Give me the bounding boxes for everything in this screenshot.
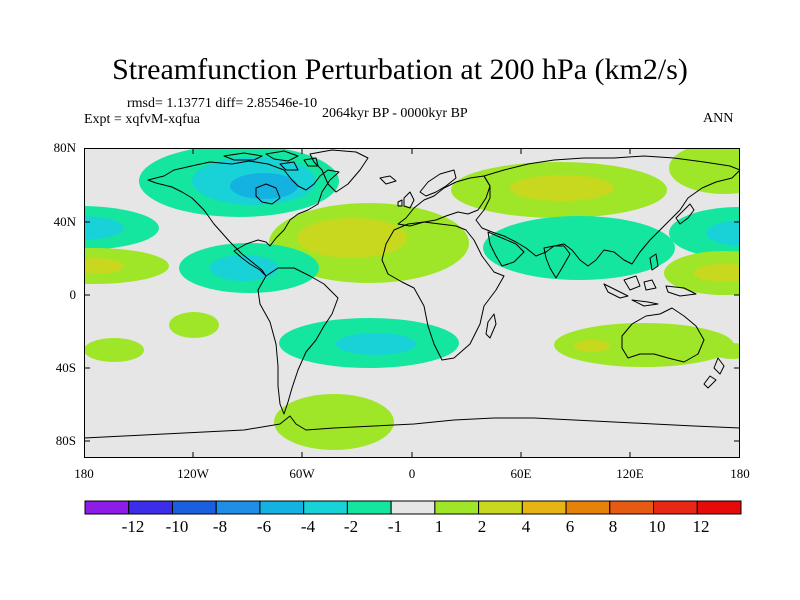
anomaly-south-asia-outer	[483, 216, 675, 280]
legend-swatch	[653, 500, 698, 515]
legend-swatch	[128, 500, 173, 515]
color-legend	[84, 500, 742, 515]
lon-tick-60w: 60W	[289, 466, 315, 481]
legend-swatch	[84, 500, 130, 515]
coastline-maritime-islands	[603, 253, 697, 307]
anomaly-pacific-negative-west-core	[84, 216, 124, 240]
coastline-new-zealand	[703, 357, 725, 389]
legend-label: 6	[565, 517, 575, 536]
coastline-iceland	[379, 175, 397, 185]
lat-tick-40s: 40S	[55, 360, 76, 375]
legend-swatch	[303, 500, 348, 515]
anomaly-south-indian-outer	[554, 323, 734, 367]
anomaly-pacific-negative-east	[669, 207, 740, 259]
lon-tick-180w: 180	[74, 466, 94, 481]
anomaly-central-america-core	[210, 255, 278, 281]
legend-swatch	[478, 500, 523, 515]
legend-swatch	[434, 500, 480, 515]
coastline-greenland	[309, 149, 369, 193]
legend-swatch	[565, 500, 611, 515]
anomaly-pacific-positive-east-core	[694, 264, 740, 282]
experiment-label: Expt = xqfvM-xqfua	[84, 112, 200, 127]
coastline-antarctica	[84, 415, 740, 439]
anomaly-pacific-negative-east-core	[706, 220, 740, 246]
legend-swatch	[259, 500, 305, 515]
legend-label: 8	[608, 517, 618, 536]
coastline-arctic-islands	[223, 150, 319, 171]
anomaly-south-indian-core	[574, 340, 610, 352]
lat-tick-80n: 80N	[53, 140, 76, 155]
lon-tick-120w: 120W	[177, 466, 209, 481]
coastline-madagascar	[485, 313, 497, 339]
legend-swatch	[215, 500, 261, 515]
coastline-africa	[381, 221, 505, 361]
legend-label: 10	[648, 517, 666, 536]
legend-label: 2	[477, 517, 487, 536]
anomaly-pacific-positive-west-core	[84, 258, 124, 274]
anomaly-atlantic-positive-core	[297, 218, 407, 258]
plot-title: Streamfunction Perturbation at 200 hPa (…	[112, 53, 688, 86]
legend-label: -2	[343, 517, 359, 536]
legend-swatch	[171, 500, 217, 515]
anomaly-south-pacific-positive	[169, 312, 219, 338]
legend-label: 4	[521, 517, 531, 536]
coastline-british-isles	[397, 191, 415, 209]
season-label: ANN	[703, 111, 734, 126]
lon-tick-180e: 180	[730, 466, 750, 481]
rmsd-stats-label: rmsd= 1.13771 diff= 2.85546e-10	[127, 96, 318, 111]
lon-tick-0: 0	[408, 466, 416, 481]
legend-label: 12	[692, 517, 710, 536]
coastline-hudson-bay	[255, 183, 281, 205]
legend-label: -12	[121, 517, 145, 536]
legend-swatch	[609, 500, 655, 515]
legend-label: -4	[300, 517, 316, 536]
anomaly-southern-ocean	[274, 394, 394, 450]
map-plot	[84, 148, 740, 458]
coastline-south-america	[257, 267, 339, 415]
lon-tick-60e: 60E	[510, 466, 532, 481]
period-label: 2064kyr BP - 0000kyr BP	[322, 106, 468, 121]
legend-label: -8	[212, 517, 228, 536]
anomaly-south-atlantic-core	[336, 333, 416, 355]
legend-swatch	[696, 500, 742, 515]
axis-ticks	[84, 148, 740, 458]
legend-swatch	[390, 500, 436, 515]
coastline-india	[543, 245, 571, 279]
anomaly-eurasia-core	[510, 175, 614, 201]
coastline-asia	[475, 155, 740, 267]
anomaly-north-america-core	[230, 173, 298, 199]
lon-tick-120e: 120E	[616, 466, 644, 481]
legend-swatch	[346, 500, 392, 515]
legend-swatch	[521, 500, 567, 515]
coastline-australia	[621, 307, 705, 363]
legend-label: -6	[256, 517, 272, 536]
legend-label: 1	[434, 517, 444, 536]
coastline-arabia	[487, 231, 525, 267]
anomaly-fields	[84, 148, 740, 450]
coastline-japan	[675, 203, 695, 225]
lat-tick-40n: 40N	[53, 214, 76, 229]
legend-label: -1	[387, 517, 403, 536]
anomaly-southeast-pacific-positive	[84, 338, 144, 362]
coastlines	[84, 149, 740, 439]
coastline-north-america	[147, 160, 340, 277]
lat-tick-80s: 80S	[55, 433, 76, 448]
coastline-scandinavia	[419, 169, 457, 197]
anomaly-south-indian-east	[712, 343, 740, 359]
lat-tick-0: 0	[69, 287, 77, 302]
anomaly-pacific-positive-west	[84, 248, 169, 284]
legend-label: -10	[165, 517, 189, 536]
